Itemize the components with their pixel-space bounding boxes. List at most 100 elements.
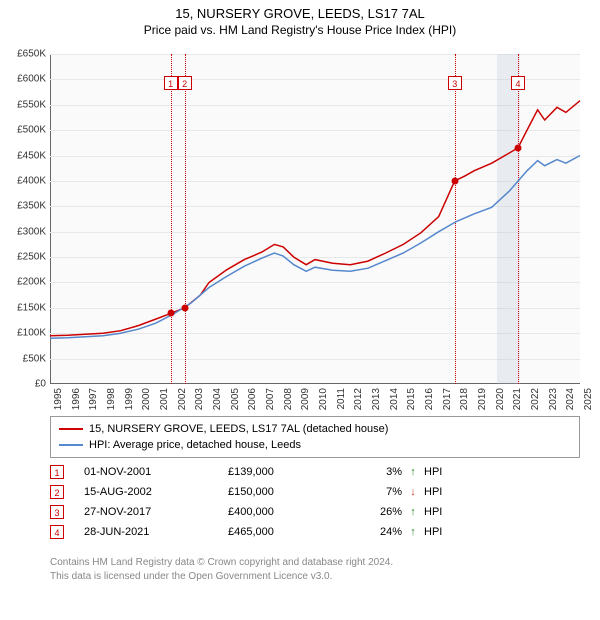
sale-badge: 3 [50, 505, 64, 519]
sale-marker-dot [514, 144, 521, 151]
sale-date: 15-AUG-2002 [84, 486, 224, 498]
sales-table: 1 01-NOV-2001 £139,000 3% ↑ HPI 2 15-AUG-2002 £1… [50, 462, 580, 542]
sale-pct: 26% [332, 506, 402, 518]
x-tick-label: 2020 [495, 388, 506, 410]
y-tick-label: £650K [17, 49, 46, 60]
sale-row: 3 27-NOV-2017 £400,000 26% ↑ HPI [50, 502, 580, 522]
series-hpi [50, 156, 580, 339]
x-tick-label: 2010 [318, 388, 329, 410]
x-tick-label: 2019 [477, 388, 488, 410]
sale-date: 01-NOV-2001 [84, 466, 224, 478]
arrow-icon: ↓ [406, 486, 420, 498]
arrow-icon: ↑ [406, 506, 420, 518]
x-tick-label: 2000 [141, 388, 152, 410]
x-tick-label: 2005 [230, 388, 241, 410]
legend-swatch [59, 428, 83, 430]
marker-badge: 2 [178, 76, 192, 90]
legend-row: 15, NURSERY GROVE, LEEDS, LS17 7AL (deta… [59, 421, 571, 437]
sale-hpi-label: HPI [424, 486, 464, 498]
x-tick-label: 2022 [530, 388, 541, 410]
y-tick-label: £50K [23, 353, 46, 364]
legend: 15, NURSERY GROVE, LEEDS, LS17 7AL (deta… [50, 416, 580, 458]
y-tick-label: £200K [17, 277, 46, 288]
y-tick-label: £150K [17, 302, 46, 313]
sale-badge: 2 [50, 485, 64, 499]
title-address: 15, NURSERY GROVE, LEEDS, LS17 7AL [0, 6, 600, 21]
footer-line: Contains HM Land Registry data © Crown c… [50, 556, 580, 570]
marker-badge: 4 [511, 76, 525, 90]
x-tick-label: 2001 [159, 388, 170, 410]
sale-pct: 24% [332, 526, 402, 538]
x-tick-label: 2025 [583, 388, 594, 410]
sale-marker-dot [181, 304, 188, 311]
x-tick-label: 2024 [565, 388, 576, 410]
title-subtitle: Price paid vs. HM Land Registry's House … [0, 23, 600, 37]
x-tick-label: 2015 [406, 388, 417, 410]
sale-price: £465,000 [228, 526, 328, 538]
x-tick-label: 2009 [300, 388, 311, 410]
sale-hpi-label: HPI [424, 506, 464, 518]
x-tick-label: 2004 [212, 388, 223, 410]
sale-row: 1 01-NOV-2001 £139,000 3% ↑ HPI [50, 462, 580, 482]
sale-date: 27-NOV-2017 [84, 506, 224, 518]
x-tick-label: 2003 [194, 388, 205, 410]
y-tick-label: £450K [17, 150, 46, 161]
x-tick-label: 2012 [353, 388, 364, 410]
x-tick-label: 2014 [389, 388, 400, 410]
legend-label: HPI: Average price, detached house, Leed… [89, 439, 301, 451]
x-tick-label: 1998 [106, 388, 117, 410]
y-tick-label: £600K [17, 74, 46, 85]
footer-line: This data is licensed under the Open Gov… [50, 570, 580, 584]
arrow-icon: ↑ [406, 466, 420, 478]
y-tick-label: £350K [17, 201, 46, 212]
x-tick-label: 2013 [371, 388, 382, 410]
x-tick-label: 2016 [424, 388, 435, 410]
x-tick-label: 2002 [177, 388, 188, 410]
legend-row: HPI: Average price, detached house, Leed… [59, 437, 571, 453]
sale-price: £400,000 [228, 506, 328, 518]
sale-date: 28-JUN-2021 [84, 526, 224, 538]
x-tick-label: 2017 [442, 388, 453, 410]
chart-container: 15, NURSERY GROVE, LEEDS, LS17 7AL Price… [0, 0, 600, 620]
marker-badge: 3 [448, 76, 462, 90]
sale-marker-dot [167, 310, 174, 317]
y-tick-label: £500K [17, 125, 46, 136]
legend-label: 15, NURSERY GROVE, LEEDS, LS17 7AL (deta… [89, 423, 388, 435]
arrow-icon: ↑ [406, 526, 420, 538]
y-tick-label: £100K [17, 328, 46, 339]
chart-area: £0£50K£100K£150K£200K£250K£300K£350K£400… [50, 54, 580, 384]
sale-marker-dot [451, 177, 458, 184]
x-tick-label: 2011 [336, 388, 347, 410]
x-tick-label: 2018 [459, 388, 470, 410]
sale-pct: 3% [332, 466, 402, 478]
x-tick-label: 1999 [124, 388, 135, 410]
sale-hpi-label: HPI [424, 526, 464, 538]
y-tick-label: £250K [17, 252, 46, 263]
marker-badge: 1 [164, 76, 178, 90]
x-tick-label: 2008 [283, 388, 294, 410]
sale-hpi-label: HPI [424, 466, 464, 478]
x-tick-label: 1995 [53, 388, 64, 410]
series-property [50, 101, 580, 336]
sale-pct: 7% [332, 486, 402, 498]
y-tick-label: £300K [17, 226, 46, 237]
x-tick-label: 1996 [71, 388, 82, 410]
title-block: 15, NURSERY GROVE, LEEDS, LS17 7AL Price… [0, 0, 600, 37]
footer: Contains HM Land Registry data © Crown c… [50, 556, 580, 583]
legend-swatch [59, 444, 83, 446]
x-tick-label: 2007 [265, 388, 276, 410]
sale-price: £139,000 [228, 466, 328, 478]
line-series [50, 54, 580, 384]
x-tick-label: 2006 [247, 388, 258, 410]
sale-row: 2 15-AUG-2002 £150,000 7% ↓ HPI [50, 482, 580, 502]
sale-badge: 4 [50, 525, 64, 539]
y-tick-label: £550K [17, 99, 46, 110]
sale-row: 4 28-JUN-2021 £465,000 24% ↑ HPI [50, 522, 580, 542]
y-tick-label: £0 [35, 379, 46, 390]
x-tick-label: 1997 [88, 388, 99, 410]
x-tick-label: 2023 [548, 388, 559, 410]
sale-price: £150,000 [228, 486, 328, 498]
sale-badge: 1 [50, 465, 64, 479]
y-tick-label: £400K [17, 175, 46, 186]
x-tick-label: 2021 [512, 388, 523, 410]
